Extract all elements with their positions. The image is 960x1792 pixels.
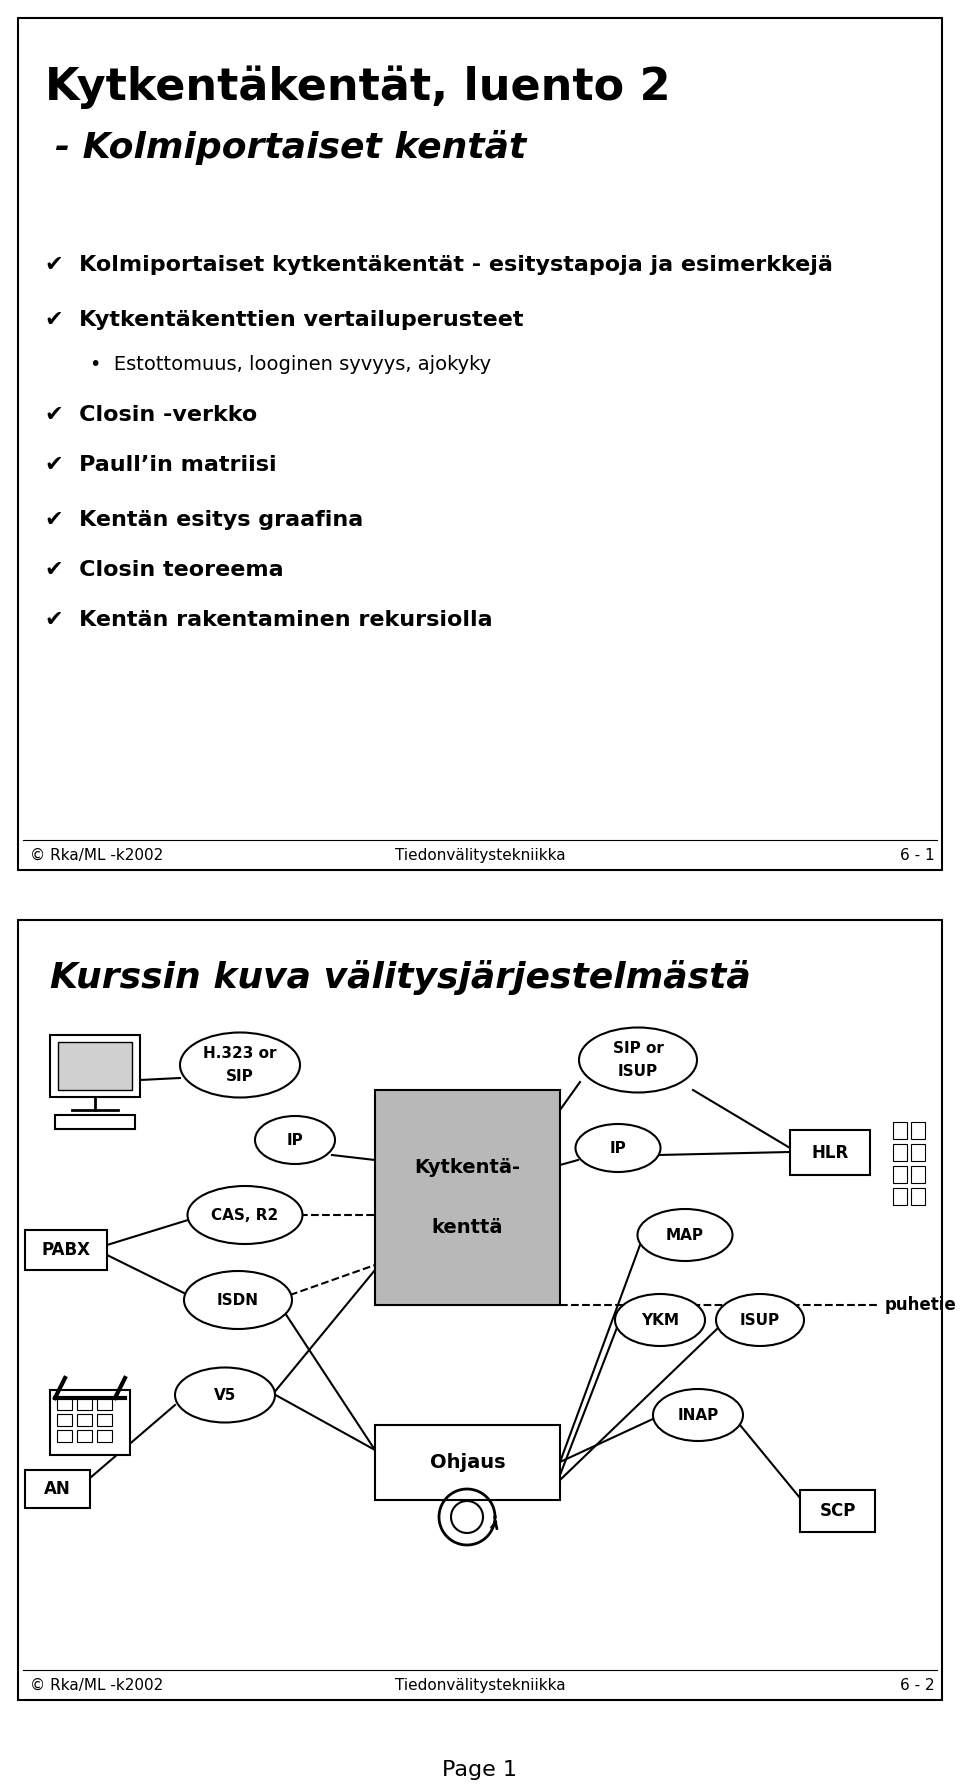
FancyBboxPatch shape [77, 1398, 92, 1410]
FancyBboxPatch shape [375, 1425, 560, 1500]
Text: Kurssin kuva välitysjärjestelmästä: Kurssin kuva välitysjärjestelmästä [50, 961, 751, 995]
Ellipse shape [184, 1271, 292, 1330]
Text: IP: IP [287, 1133, 303, 1147]
Text: ISUP: ISUP [618, 1064, 658, 1079]
FancyBboxPatch shape [97, 1398, 112, 1410]
FancyBboxPatch shape [57, 1430, 72, 1443]
Ellipse shape [579, 1027, 697, 1093]
Text: ISDN: ISDN [217, 1292, 259, 1308]
Text: •  Estottomuus, looginen syvyys, ajokyky: • Estottomuus, looginen syvyys, ajokyky [90, 355, 492, 375]
FancyBboxPatch shape [58, 1041, 132, 1090]
Ellipse shape [180, 1032, 300, 1097]
FancyBboxPatch shape [50, 1391, 130, 1455]
Text: ✔  Kolmiportaiset kytkentäkentät - esitystapoja ja esimerkkejä: ✔ Kolmiportaiset kytkentäkentät - esitys… [45, 254, 833, 274]
Text: INAP: INAP [678, 1407, 719, 1423]
Text: Page 1: Page 1 [443, 1760, 517, 1779]
Text: - Kolmiportaiset kentät: - Kolmiportaiset kentät [55, 131, 526, 165]
Text: ✔  Paull’in matriisi: ✔ Paull’in matriisi [45, 455, 276, 475]
Text: ✔  Closin teoreema: ✔ Closin teoreema [45, 559, 283, 581]
Text: HLR: HLR [811, 1143, 849, 1161]
Text: Ohjaus: Ohjaus [430, 1453, 505, 1471]
Text: SIP: SIP [227, 1070, 253, 1084]
FancyBboxPatch shape [55, 1115, 135, 1129]
Text: 6 - 2: 6 - 2 [900, 1677, 935, 1693]
Text: kenttä: kenttä [432, 1219, 503, 1236]
FancyBboxPatch shape [893, 1143, 907, 1161]
Text: ISUP: ISUP [740, 1312, 780, 1328]
Text: 6 - 1: 6 - 1 [900, 848, 935, 864]
Ellipse shape [716, 1294, 804, 1346]
Text: AN: AN [44, 1480, 71, 1498]
Ellipse shape [615, 1294, 705, 1346]
FancyBboxPatch shape [800, 1489, 875, 1532]
FancyBboxPatch shape [790, 1131, 870, 1176]
FancyBboxPatch shape [97, 1430, 112, 1443]
FancyBboxPatch shape [97, 1414, 112, 1426]
Text: ✔  Kentän rakentaminen rekursiolla: ✔ Kentän rakentaminen rekursiolla [45, 609, 492, 631]
Text: YKM: YKM [641, 1312, 679, 1328]
FancyBboxPatch shape [77, 1430, 92, 1443]
FancyBboxPatch shape [25, 1469, 90, 1509]
Text: puhetie: puhetie [885, 1296, 957, 1314]
FancyBboxPatch shape [18, 18, 942, 869]
Ellipse shape [175, 1367, 275, 1423]
FancyBboxPatch shape [50, 1036, 140, 1097]
Text: Kytkentäkentät, luento 2: Kytkentäkentät, luento 2 [45, 65, 671, 109]
Text: CAS, R2: CAS, R2 [211, 1208, 278, 1222]
Text: Kytkentä-: Kytkentä- [415, 1158, 520, 1177]
Text: SCP: SCP [819, 1502, 855, 1520]
Ellipse shape [637, 1210, 732, 1262]
Text: V5: V5 [214, 1387, 236, 1403]
Ellipse shape [575, 1124, 660, 1172]
Ellipse shape [653, 1389, 743, 1441]
FancyBboxPatch shape [893, 1122, 907, 1140]
Text: ✔  Closin -verkko: ✔ Closin -verkko [45, 405, 257, 425]
FancyBboxPatch shape [375, 1090, 560, 1305]
Text: H.323 or: H.323 or [204, 1047, 276, 1061]
FancyBboxPatch shape [911, 1188, 925, 1204]
Ellipse shape [255, 1116, 335, 1165]
FancyBboxPatch shape [893, 1167, 907, 1183]
Text: PABX: PABX [41, 1242, 90, 1260]
Text: ✔  Kentän esitys graafina: ✔ Kentän esitys graafina [45, 511, 363, 530]
FancyBboxPatch shape [911, 1167, 925, 1183]
FancyBboxPatch shape [25, 1229, 107, 1271]
FancyBboxPatch shape [77, 1414, 92, 1426]
Text: © Rka/ML -k2002: © Rka/ML -k2002 [30, 848, 163, 864]
Text: IP: IP [610, 1140, 626, 1156]
FancyBboxPatch shape [893, 1188, 907, 1204]
FancyBboxPatch shape [911, 1143, 925, 1161]
FancyBboxPatch shape [18, 919, 942, 1701]
Text: ✔  Kytkentäkenttien vertailuperusteet: ✔ Kytkentäkenttien vertailuperusteet [45, 310, 523, 330]
FancyBboxPatch shape [911, 1122, 925, 1140]
Text: Tiedonvälitystekniikka: Tiedonvälitystekniikka [395, 1677, 565, 1693]
Text: © Rka/ML -k2002: © Rka/ML -k2002 [30, 1677, 163, 1693]
Ellipse shape [187, 1186, 302, 1244]
Text: MAP: MAP [666, 1228, 704, 1242]
FancyBboxPatch shape [57, 1414, 72, 1426]
FancyBboxPatch shape [57, 1398, 72, 1410]
Text: Tiedonvälitystekniikka: Tiedonvälitystekniikka [395, 848, 565, 864]
Text: SIP or: SIP or [612, 1041, 663, 1055]
